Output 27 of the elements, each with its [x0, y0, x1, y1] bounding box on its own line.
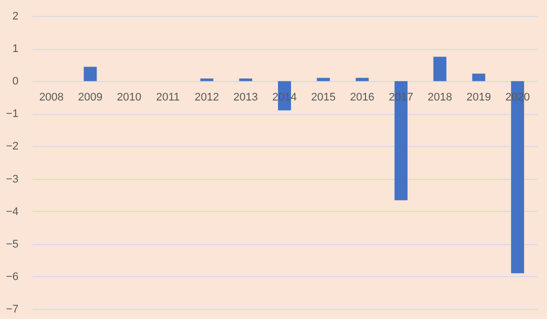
x-tick-label: 2008: [39, 92, 64, 104]
x-tick-label: 2019: [466, 92, 491, 104]
bar: [472, 74, 486, 82]
y-tick-label: −5: [6, 238, 18, 250]
y-tick-label: 2: [12, 10, 18, 22]
bar: [433, 56, 446, 82]
y-tick-label: −2: [6, 140, 18, 153]
y-tick-label: −7: [6, 304, 18, 316]
y-tick-label: 1: [12, 43, 18, 56]
x-tick-label: 2011: [156, 92, 180, 104]
y-tick-label: −3: [6, 173, 18, 186]
x-tick-label: 2010: [116, 92, 142, 104]
x-tick-label: 2009: [78, 92, 103, 104]
bar: [84, 66, 97, 82]
x-tick-label: 2016: [350, 92, 374, 104]
x-tick-label: 2012: [194, 92, 220, 104]
bar: [316, 78, 330, 82]
y-tick-label: −4: [6, 206, 18, 218]
y-tick-label: 0: [12, 76, 18, 88]
bar: [200, 78, 214, 82]
bar: [239, 78, 252, 82]
x-tick-label: 2018: [428, 92, 452, 104]
x-tick-label: 2013: [233, 92, 258, 104]
x-tick-label: 2015: [311, 92, 336, 104]
y-tick-label: −6: [6, 270, 18, 283]
y-tick-label: −1: [6, 108, 18, 120]
bar: [356, 78, 369, 82]
